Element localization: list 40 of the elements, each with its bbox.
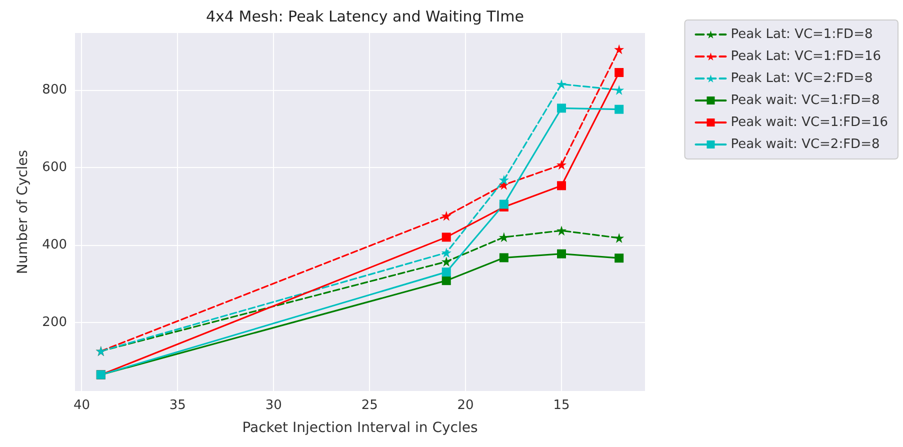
x-tick-label: 25	[361, 398, 378, 413]
point	[441, 256, 452, 267]
chart-title: 4x4 Mesh: Peak Latency and Waiting TIme	[206, 8, 524, 26]
x-tick-label: 15	[553, 398, 570, 413]
legend-label: Peak wait: VC=2:FD=8	[730, 137, 880, 152]
point	[499, 253, 508, 262]
point	[442, 232, 451, 242]
legend-label: Peak Lat: VC=1:FD=16	[730, 49, 882, 64]
point	[557, 249, 566, 258]
x-axis-title: Packet Injection Interval in Cycles	[242, 420, 478, 436]
point	[442, 268, 451, 277]
point	[614, 232, 624, 243]
legend-label: Peak Lat: VC=1:FD=8	[730, 27, 873, 42]
x-tick-label: 30	[265, 398, 282, 413]
point	[614, 104, 624, 114]
point	[557, 181, 566, 190]
point	[556, 160, 567, 170]
point	[442, 276, 451, 286]
point	[614, 68, 624, 78]
y-tick-label: 200	[42, 314, 67, 330]
point	[557, 104, 566, 113]
point	[556, 226, 567, 236]
point	[441, 248, 452, 258]
point	[499, 200, 508, 209]
point	[614, 44, 624, 54]
x-tick-label: 35	[169, 398, 186, 413]
point	[614, 254, 624, 263]
point	[441, 210, 452, 221]
y-tick-label: 400	[42, 237, 67, 252]
point	[556, 79, 567, 90]
y-axis-title: Number of Cycles	[15, 150, 31, 274]
y-tick-label: 800	[42, 82, 67, 98]
y-tick-label: 600	[42, 160, 67, 175]
legend-label: Peak Lat: VC=2:FD=8	[730, 71, 873, 86]
x-tick-label: 20	[457, 398, 474, 413]
point	[498, 174, 509, 185]
legend-label: Peak wait: VC=1:FD=8	[730, 93, 880, 108]
legend-label: Peak wait: VC=1:FD=16	[730, 115, 888, 130]
x-tick-label: 40	[73, 398, 90, 413]
point	[614, 84, 624, 95]
